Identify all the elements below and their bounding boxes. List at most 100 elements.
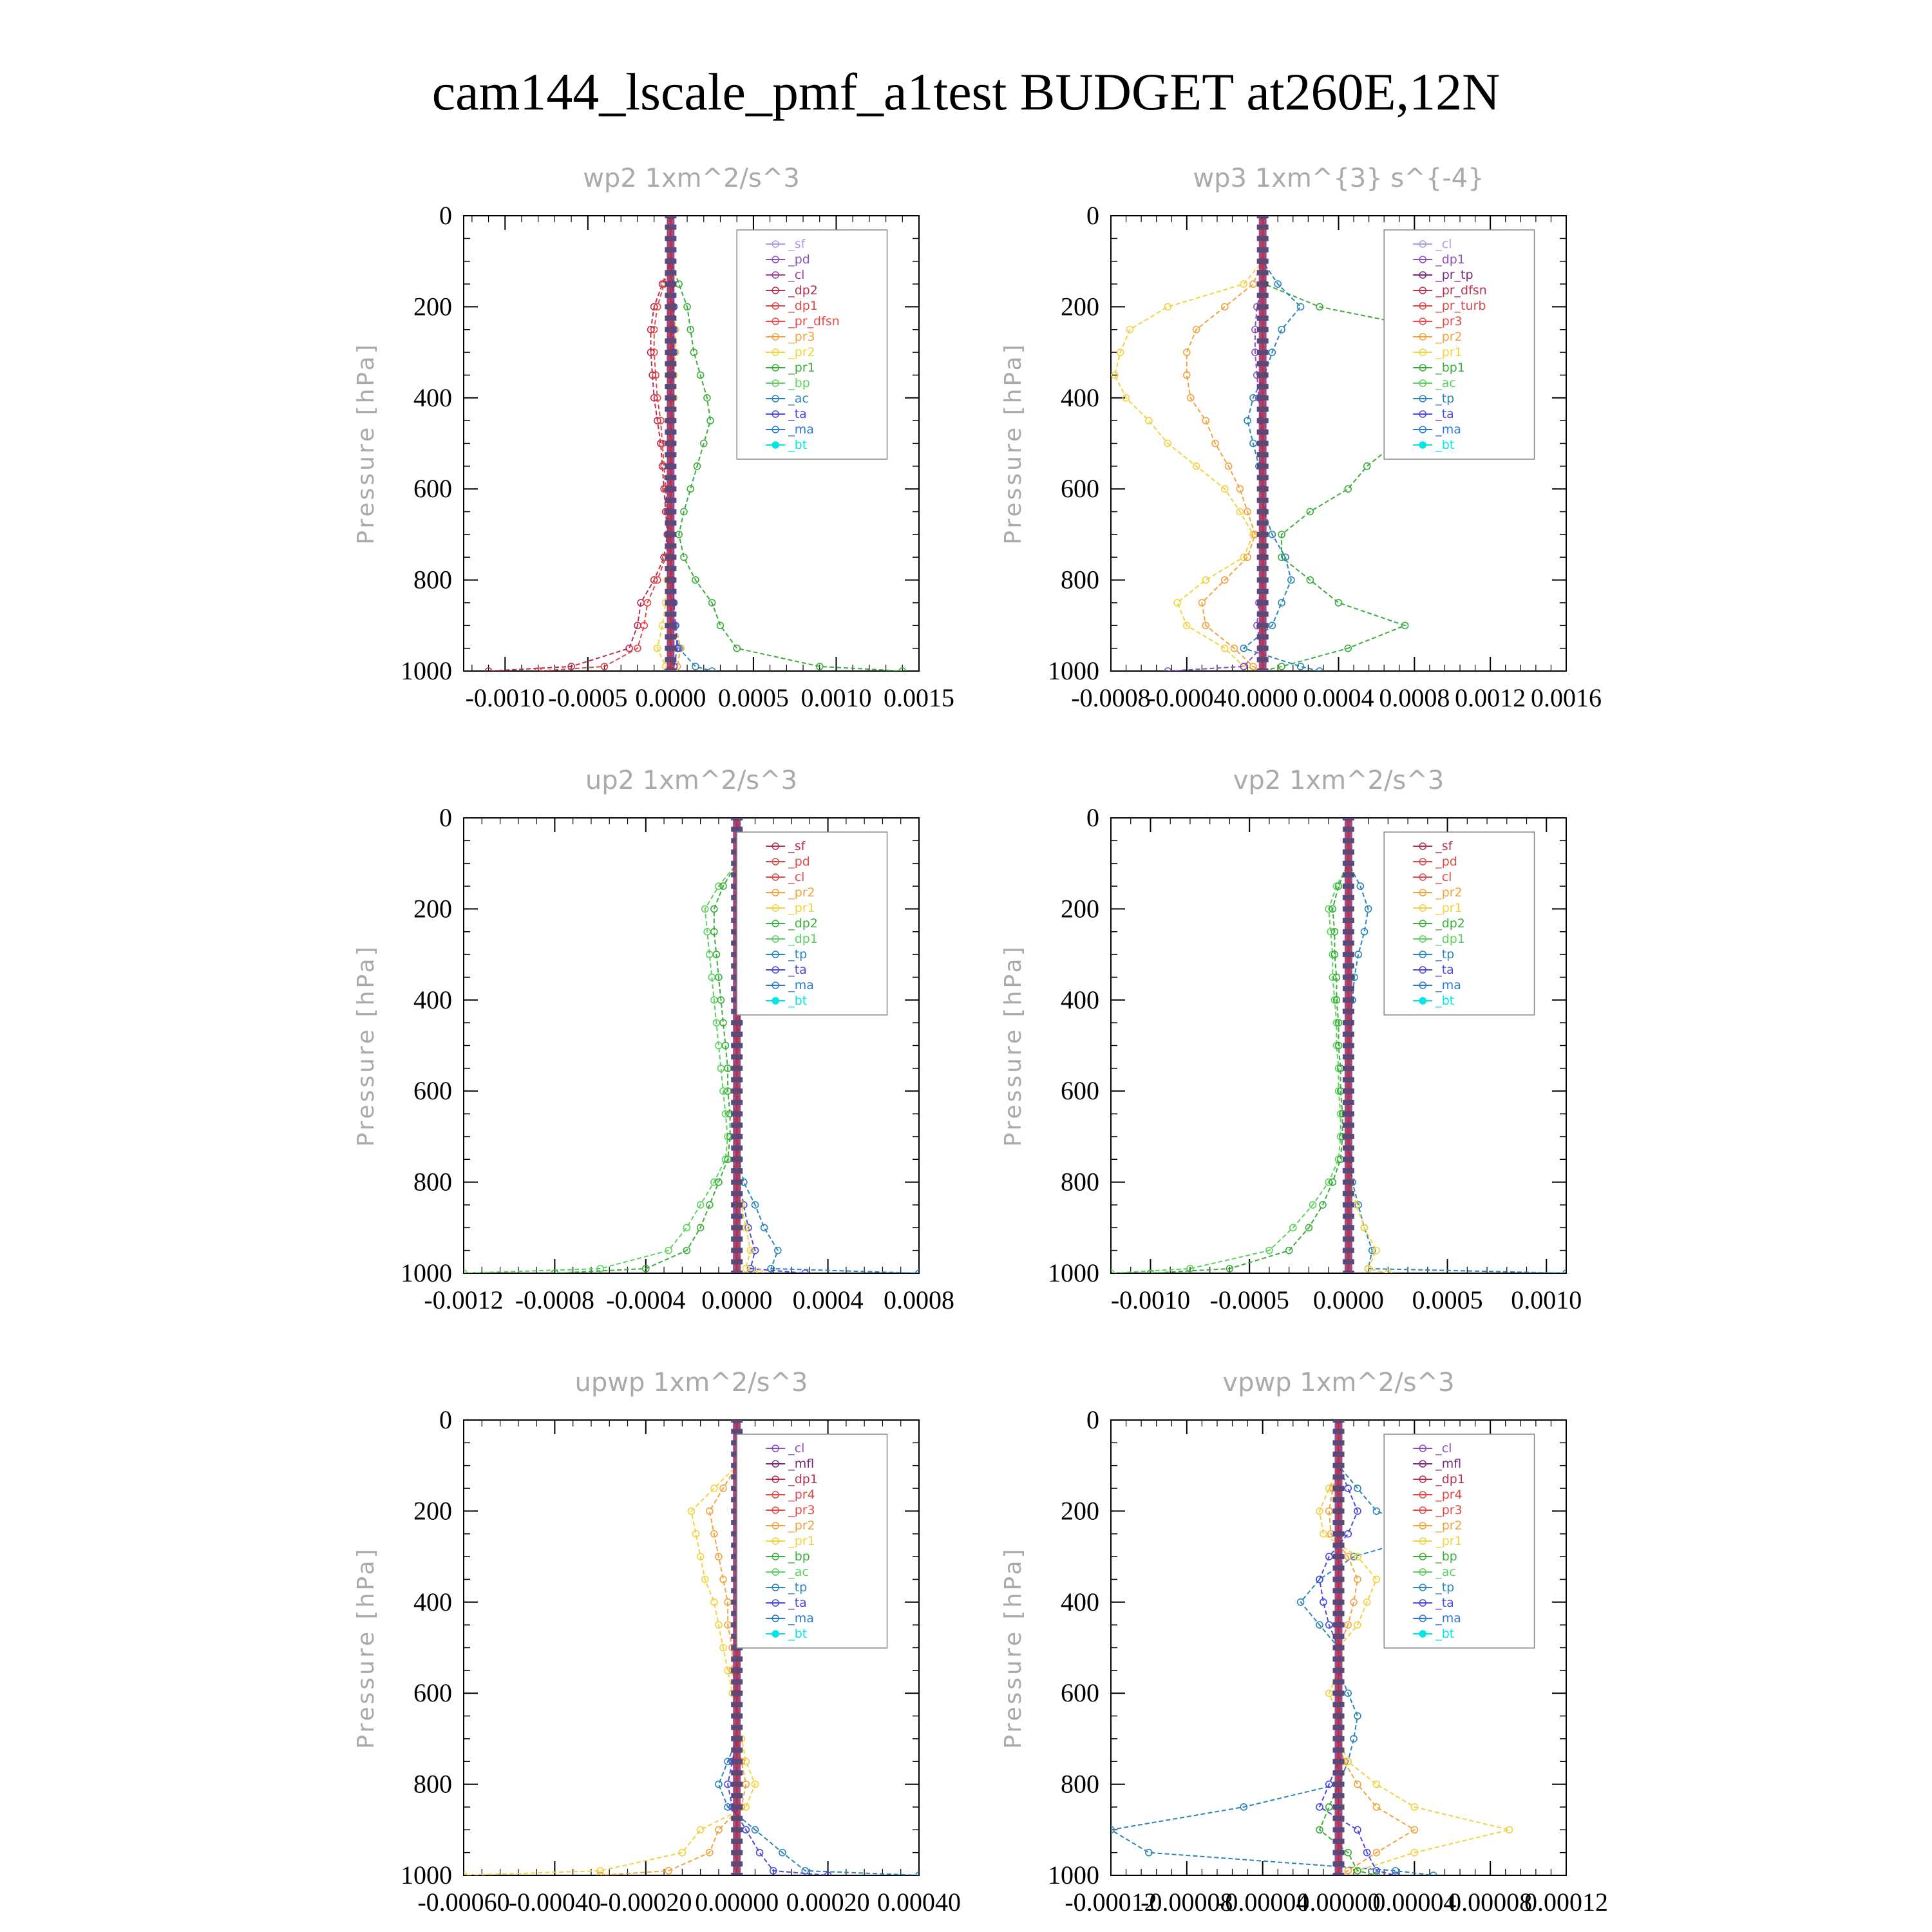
chart-panel-4: vp2 1xm^2/s^3 Pressure [hPa] 0 200 400 600 800… [1000,766,1582,1314]
series-point-dp1 [1325,1178,1332,1186]
series-point-pr1 [1164,439,1172,448]
zero-bundle-marker [665,372,677,378]
series-point-pr1 [675,280,683,288]
legend-label: _bt [1435,438,1454,452]
legend-swatch-marker [1419,441,1426,449]
legend-label: _pr_dfsn [1435,283,1487,298]
legend-swatch-marker [772,287,779,294]
zero-bundle-marker [1332,1531,1345,1537]
series-point-ta [769,1867,777,1875]
x-tick-label: 0.0000 [701,1285,772,1314]
zero-bundle-marker [665,440,677,446]
zero-bundle-marker [1256,384,1269,390]
legend-swatch-marker [772,348,779,356]
series-point-pr1 [716,621,724,630]
zero-bundle-marker [1256,531,1269,537]
zero-bundle-marker [1256,475,1269,480]
legend-label: _bp1 [1435,361,1465,375]
zero-bundle-marker [1342,940,1354,946]
series-point-dp1 [1334,1155,1343,1164]
series-line-dp2 [554,818,738,1273]
zero-bundle-marker [665,589,677,594]
series-point-pr2 [1249,663,1257,670]
series-point-pr1 [693,462,701,470]
zero-bundle-marker [1342,838,1354,844]
y-tick-label: 1000 [1048,1861,1099,1889]
series-point-tp [767,1265,775,1273]
series-point-dp2 [1285,1246,1293,1255]
legend-swatch-marker [1419,873,1426,881]
y-tick-label: 800 [413,565,452,594]
zero-bundle-marker [1342,952,1354,958]
series-point-bp1 [1344,485,1352,493]
series-point-dp1 [710,1178,718,1186]
series-point-dp1 [1334,1087,1343,1095]
series-line-pr1 [1318,1420,1510,1875]
legend-swatch-marker [1419,858,1426,866]
series-point-dp1 [1334,1065,1343,1072]
legend-swatch-marker [1419,920,1426,927]
series-point-pr1 [733,644,741,652]
legend-label: _cl [788,1441,804,1455]
x-tick-label: 0.0005 [718,683,789,712]
legend-swatch-marker [772,920,779,927]
series-point-tp [1282,553,1289,562]
y-tick-label: 800 [1061,1770,1099,1799]
zero-bundle-marker [1332,1508,1345,1514]
y-tick-label: 800 [413,1168,452,1197]
series-point-tp [801,1867,810,1875]
series-point-bp1 [1401,621,1409,630]
zero-bundle-marker [1256,440,1269,446]
plot-area [1111,216,1513,671]
legend-label: _tp [1435,947,1454,961]
legend-swatch-marker [772,426,779,433]
legend-swatch-marker [772,302,779,310]
legend-label: _pr3 [1435,314,1462,328]
legend-label: _sf [788,839,806,853]
zero-bundle-marker [1332,1861,1345,1867]
zero-bundle-marker [665,486,677,492]
zero-bundle-marker [1342,1213,1354,1219]
legend-label: _tp [788,1580,807,1595]
zero-bundle-marker [1342,1077,1354,1083]
x-tick-label: 0.00008 [1448,1888,1532,1917]
legend-swatch-marker [1419,1506,1426,1514]
chart-title: wp2 1xm^2/s^3 [583,164,800,193]
zero-bundle-marker [1342,918,1354,923]
series-point-dp1 [1186,1265,1194,1273]
zero-bundle-marker [1342,1179,1354,1185]
series-line-pr1 [1113,216,1264,671]
series-point-ta [824,1871,832,1875]
zero-bundle-marker [1332,1781,1345,1787]
zero-bundle-marker [665,350,677,355]
series-point-dp1 [1329,973,1337,981]
x-tick-label: -0.0008 [515,1285,594,1314]
series-point-ta [1316,1575,1323,1584]
legend-label: _dp1 [788,1472,818,1486]
x-tick-label: -0.00008 [1141,1888,1233,1917]
zero-bundle-marker [1256,247,1269,253]
zero-bundle-marker [665,623,677,629]
zero-bundle-marker [1332,1577,1345,1582]
zero-bundle-marker [1256,634,1269,639]
zero-bundle-marker [1342,1202,1354,1208]
zero-bundle-marker [1332,1815,1345,1821]
legend-label: _pr3 [788,1503,815,1517]
zero-bundle-marker [731,1236,743,1242]
zero-bundle-marker [731,1667,743,1673]
x-tick-label: 0.0012 [1455,683,1526,712]
zero-bundle-marker [1342,872,1354,878]
zero-bundle-marker [665,520,677,526]
legend-label: _bp [788,1549,810,1564]
legend-swatch-marker [1419,271,1426,279]
zero-bundle-marker [731,1259,743,1265]
legend-label: _dp1 [788,299,818,313]
y-tick-label: 200 [1061,894,1099,923]
zero-bundle-marker [731,1793,743,1799]
series-point-ta [1316,1803,1323,1811]
chart-title: up2 1xm^2/s^3 [585,766,797,795]
zero-bundle-marker [1342,818,1354,820]
series-point-dp1 [650,348,658,356]
legend-swatch-marker [772,1491,779,1499]
legend-label: _ma [788,978,814,992]
